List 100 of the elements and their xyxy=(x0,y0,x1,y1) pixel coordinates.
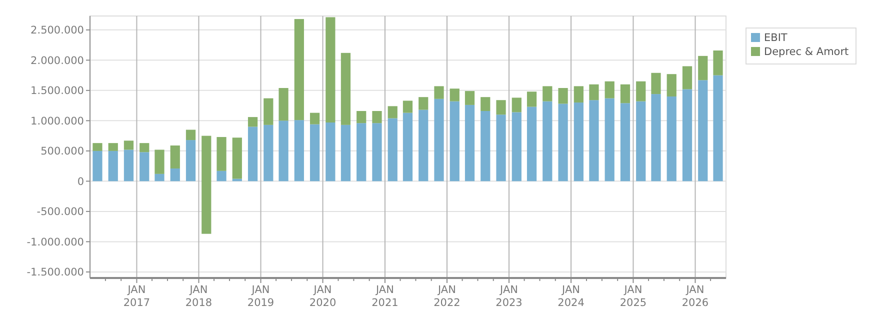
bar xyxy=(604,98,614,182)
bar xyxy=(636,81,646,102)
y-tick-label: 2.000.000 xyxy=(30,54,84,67)
bar xyxy=(326,122,336,182)
bar xyxy=(698,56,708,80)
bar xyxy=(186,130,196,140)
bar xyxy=(108,150,118,182)
bar xyxy=(713,50,723,76)
bar xyxy=(542,86,552,102)
bar xyxy=(92,150,102,182)
bar xyxy=(108,143,118,151)
bar xyxy=(418,97,428,110)
bar xyxy=(402,100,413,113)
bar xyxy=(232,138,242,179)
y-tick-label: 1.500.000 xyxy=(30,85,84,98)
bar xyxy=(496,114,506,182)
bar xyxy=(636,101,646,182)
bar xyxy=(340,52,351,125)
y-tick-label: -500.000 xyxy=(36,206,84,218)
bar xyxy=(526,92,537,107)
bar xyxy=(140,152,150,182)
bar xyxy=(558,104,568,182)
bar xyxy=(558,88,568,104)
bar xyxy=(294,120,304,182)
bar xyxy=(356,123,366,182)
x-tick-label: JAN 2024 xyxy=(558,284,585,309)
bar xyxy=(340,124,351,182)
bar xyxy=(264,98,274,125)
y-tick-label: -1.500.000 xyxy=(26,266,84,279)
bar xyxy=(450,101,460,182)
bar xyxy=(464,91,475,105)
bar xyxy=(620,84,630,104)
bar xyxy=(713,75,723,182)
bar xyxy=(372,111,382,124)
bar xyxy=(434,86,444,99)
bar xyxy=(574,102,584,182)
bar xyxy=(154,150,164,174)
bar xyxy=(434,98,444,182)
bar xyxy=(512,112,522,182)
y-tick-label: 2.500.000 xyxy=(30,24,84,37)
bar xyxy=(294,19,304,120)
bar xyxy=(682,66,692,90)
bar xyxy=(542,101,552,182)
bar xyxy=(526,106,537,182)
x-tick-label: JAN 2026 xyxy=(682,284,709,309)
bar xyxy=(574,86,584,103)
bar xyxy=(310,112,320,124)
bar xyxy=(604,81,614,98)
x-tick-label: JAN 2020 xyxy=(309,284,336,309)
bar xyxy=(589,84,599,100)
y-tick-label: -1.000.000 xyxy=(26,236,84,248)
bar xyxy=(480,111,490,182)
y-tick-label: 0 xyxy=(77,176,84,188)
bar xyxy=(464,104,475,182)
x-tick-label: JAN 2018 xyxy=(185,284,212,309)
y-tick-label: 1.000.000 xyxy=(30,115,84,128)
bar xyxy=(124,140,134,150)
bar xyxy=(326,17,336,122)
bar xyxy=(496,100,506,115)
x-tick-label: JAN 2023 xyxy=(496,284,522,309)
bar xyxy=(450,88,460,102)
legend-label: EBIT xyxy=(764,32,788,44)
bar xyxy=(264,124,274,182)
bar xyxy=(589,100,599,182)
bar xyxy=(186,140,196,182)
bar xyxy=(418,110,428,182)
bar xyxy=(310,124,320,182)
bar xyxy=(620,103,630,182)
bar xyxy=(248,126,258,182)
bar xyxy=(140,143,150,152)
bar xyxy=(248,117,258,127)
x-tick-label: JAN 2025 xyxy=(620,284,647,309)
bar xyxy=(278,120,288,182)
y-tick-label: 500.000 xyxy=(40,146,84,158)
bar xyxy=(666,96,676,182)
bar xyxy=(480,97,490,111)
bar xyxy=(216,137,226,171)
bar xyxy=(202,136,212,234)
bar xyxy=(388,106,398,118)
bar xyxy=(512,98,522,112)
bar xyxy=(388,118,398,182)
legend-label: Deprec & Amort xyxy=(764,46,849,58)
bar xyxy=(651,72,661,94)
bar xyxy=(92,143,102,151)
bar xyxy=(278,88,288,121)
bar xyxy=(682,89,692,182)
x-tick-label: JAN 2019 xyxy=(247,284,274,309)
bar xyxy=(170,168,180,182)
bar xyxy=(170,145,180,168)
x-tick-label: JAN 2022 xyxy=(434,284,460,309)
bar xyxy=(698,80,708,182)
bar xyxy=(216,170,226,182)
bar xyxy=(651,94,661,182)
x-tick-label: JAN 2017 xyxy=(123,284,150,309)
bar xyxy=(372,123,382,182)
bar xyxy=(666,74,676,96)
bar xyxy=(124,150,134,182)
bar xyxy=(154,174,164,182)
bar xyxy=(402,112,413,182)
bar xyxy=(356,111,366,124)
